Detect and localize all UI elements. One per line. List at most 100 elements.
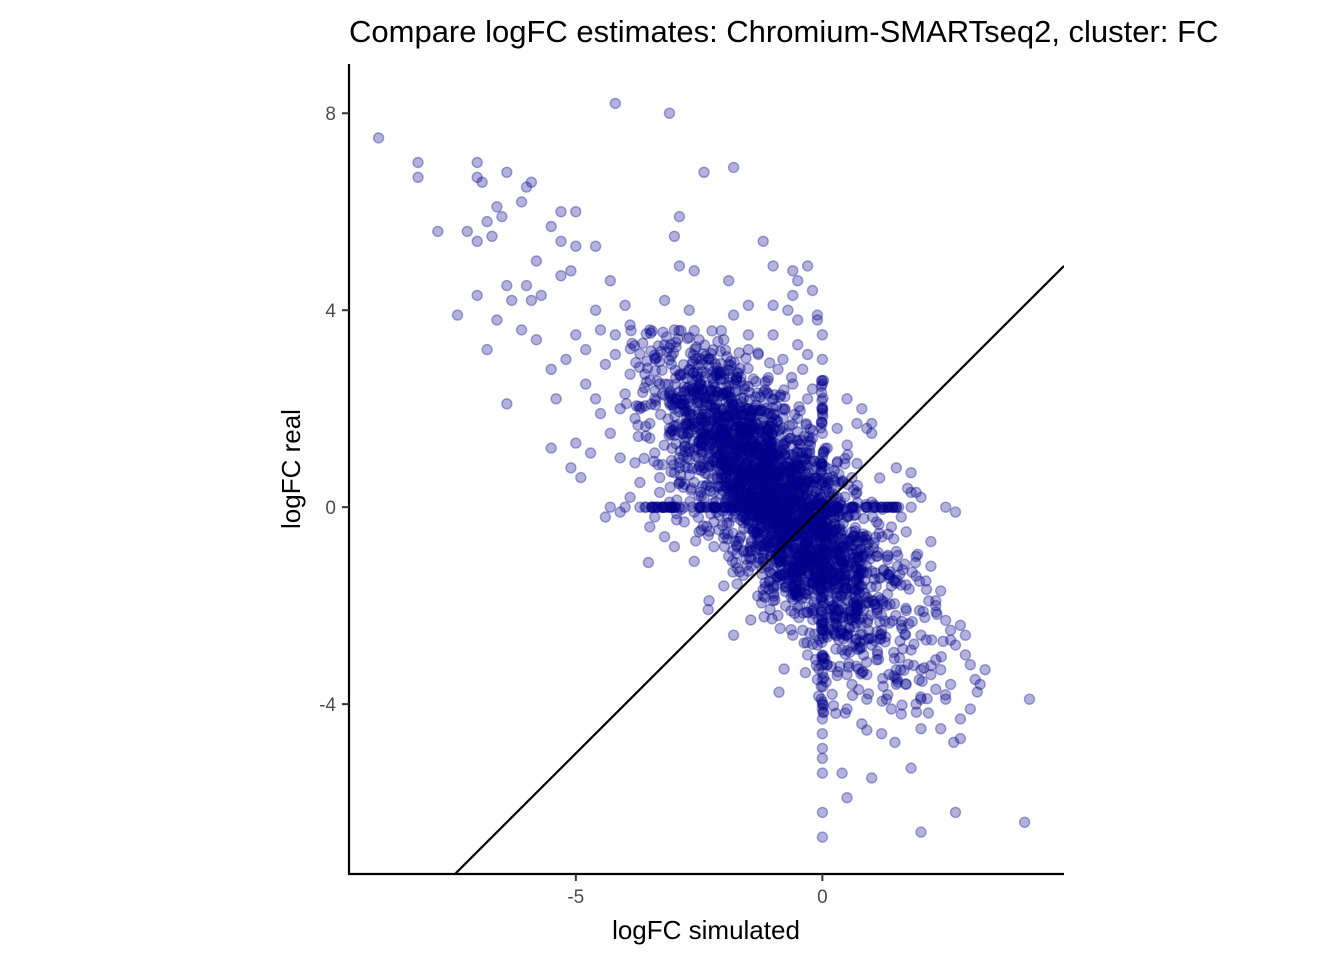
data-point (624, 319, 636, 331)
data-point (654, 471, 666, 484)
data-point-dense (754, 500, 767, 512)
x-axis-ticks: -5 0 (567, 874, 828, 908)
data-point-dense (730, 413, 743, 425)
data-point-dense (889, 736, 901, 749)
data-point-dense (808, 547, 820, 559)
data-point-dense (835, 499, 847, 512)
data-point (831, 457, 843, 469)
data-point (870, 654, 883, 666)
data-point-dense (742, 423, 754, 435)
data-point (599, 358, 612, 371)
data-point-dense (754, 478, 766, 490)
x-axis-label: logFC simulated (612, 915, 800, 945)
data-point-dense (746, 437, 758, 449)
data-point-dense (670, 341, 682, 353)
data-point-dense (782, 499, 794, 511)
data-point-dense (922, 707, 935, 719)
data-point-dense (807, 517, 820, 529)
y-axis-label: logFC real (276, 409, 306, 529)
data-point (841, 540, 853, 553)
data-point-dense (850, 562, 862, 574)
data-point-dense (705, 481, 717, 493)
data-point-dense (741, 505, 753, 517)
data-point-dense (718, 540, 731, 553)
data-point-dense (894, 664, 907, 676)
data-point-dense (794, 583, 806, 595)
data-point-dense (790, 583, 802, 596)
data-point-dense (840, 569, 852, 582)
data-point-dense (751, 427, 763, 439)
data-point (806, 432, 819, 444)
data-point-dense (642, 556, 655, 569)
data-point-dense (816, 508, 828, 521)
data-point-dense (800, 547, 813, 560)
data-point (890, 545, 902, 558)
data-point-dense (740, 498, 752, 510)
data-point-dense (754, 552, 766, 565)
data-point (811, 314, 824, 326)
data-point-dense (742, 362, 754, 375)
data-point-dense (820, 481, 832, 494)
data-point-dense (772, 484, 784, 496)
data-point-dense (835, 529, 847, 541)
data-point-dense (744, 491, 756, 503)
data-point-dense (799, 497, 811, 509)
data-point (831, 590, 843, 602)
data-point-dense (738, 441, 751, 454)
data-point-dense (909, 556, 922, 569)
data-point-dense (729, 488, 741, 500)
data-point-dense (793, 589, 805, 602)
data-point-dense (831, 669, 843, 682)
data-point-dense (745, 545, 757, 557)
data-point-dense (791, 470, 804, 483)
data-point (777, 570, 789, 582)
data-point-dense (810, 461, 822, 473)
data-point-dense (825, 603, 837, 616)
data-point-dense (822, 562, 834, 574)
data-point-dense (784, 519, 796, 531)
data-point-dense (688, 324, 700, 337)
data-point-dense (737, 569, 750, 582)
data-point-dense (715, 438, 727, 450)
data-point-dense (637, 386, 649, 399)
data-point-dense (842, 557, 854, 569)
data-point-dense (872, 653, 885, 666)
data-point-dense (700, 440, 713, 453)
data-point-dense (707, 454, 719, 467)
data-point-dense (746, 460, 758, 472)
data-point-dense (853, 551, 865, 563)
data-point-dense (790, 517, 802, 529)
data-point (767, 501, 779, 513)
data-point (821, 545, 833, 558)
data-point (594, 324, 607, 336)
data-point-dense (663, 429, 675, 441)
data-point (801, 260, 814, 272)
data-point-dense (816, 491, 828, 504)
data-point-dense (850, 561, 862, 573)
data-point (723, 275, 735, 287)
data-point-dense (808, 507, 820, 519)
data-point-dense (708, 402, 720, 415)
data-point-dense (779, 403, 791, 415)
data-point (555, 270, 567, 282)
data-point-dense (748, 470, 760, 483)
data-point-dense (774, 505, 787, 518)
data-point-dense (699, 370, 711, 383)
data-point-dense (766, 455, 778, 467)
data-point-dense (752, 472, 764, 484)
data-point-dense (745, 560, 757, 572)
data-point-dense (809, 571, 821, 583)
data-point-dense (801, 530, 814, 542)
data-point-dense (780, 509, 793, 522)
data-point-dense (861, 530, 873, 542)
data-point-dense (730, 432, 742, 444)
data-point-dense (862, 537, 875, 549)
data-point-dense (755, 461, 767, 473)
data-point-dense (748, 425, 761, 438)
data-point-dense (857, 649, 870, 661)
data-point-dense (763, 538, 775, 550)
data-point (693, 526, 705, 538)
data-point (816, 403, 829, 415)
data-point-dense (758, 611, 770, 623)
data-point-dense (759, 510, 771, 522)
